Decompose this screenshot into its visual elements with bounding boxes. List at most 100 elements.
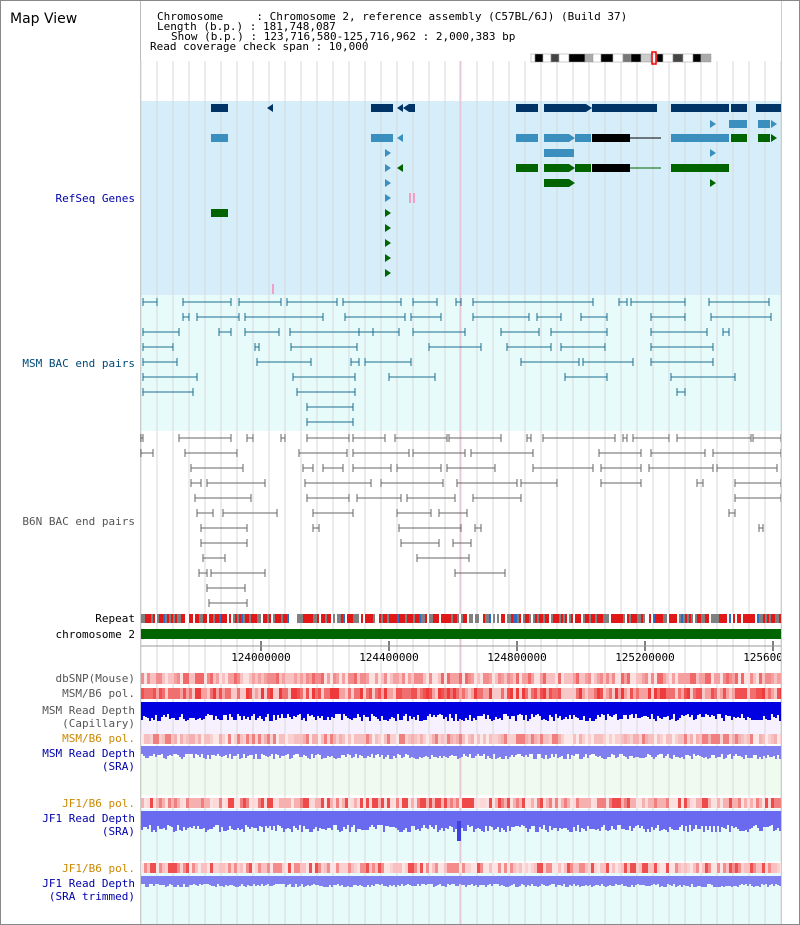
msm-pol2-heat	[510, 734, 513, 744]
jf1-depth-bar	[767, 811, 769, 827]
repeat-element	[395, 614, 397, 623]
track-label-dbsnp[interactable]: dbSNP(Mouse)	[55, 672, 135, 685]
jf1-trimmed-depth-bar	[737, 876, 739, 887]
repeat-element	[707, 614, 709, 623]
msm-depth-sra-bar	[719, 746, 721, 757]
track-label-msm-b6-pol-2[interactable]: MSM/B6 pol.	[62, 732, 135, 745]
msm-depth-sra-bar	[661, 746, 663, 754]
jf1-pol2-heat	[198, 863, 201, 873]
msm-depth-capillary-bar	[351, 702, 353, 720]
refseq-gene	[575, 164, 591, 172]
jf1-depth-bar	[143, 811, 145, 827]
jf1-trimmed-depth-bar	[591, 876, 593, 887]
jf1-depth-bar	[765, 811, 767, 827]
jf1-trimmed-depth-bar	[749, 876, 751, 884]
jf1-pol-heat	[249, 798, 252, 808]
msm-depth-capillary-bar	[561, 702, 563, 720]
track-label-msm-depth-capillary[interactable]: MSM Read Depth	[42, 704, 135, 717]
repeat-element	[697, 614, 699, 623]
dbsnp-heat	[573, 673, 576, 684]
jf1-depth-bar	[293, 811, 295, 826]
msm-pol-heat	[534, 688, 537, 699]
jf1-pol2-heat	[147, 863, 150, 873]
jf1-trimmed-depth-bar	[201, 876, 203, 885]
msm-depth-sra-bar	[541, 746, 543, 758]
repeat-element	[591, 614, 593, 623]
jf1-trimmed-depth-bar	[653, 876, 655, 884]
jf1-depth-bar	[309, 811, 311, 832]
jf1-pol2-heat	[651, 863, 654, 873]
jf1-trimmed-depth-bar	[733, 876, 735, 886]
msm-depth-sra-bar	[585, 746, 587, 754]
jf1-depth-bar	[165, 811, 167, 830]
repeat-element	[329, 614, 331, 623]
repeat-element	[427, 614, 429, 623]
msm-pol-heat	[162, 688, 165, 699]
msm-pol-heat	[222, 688, 225, 699]
msm-depth-capillary-bar	[741, 702, 743, 714]
track-label-msm-bac[interactable]: MSM BAC end pairs	[22, 357, 135, 370]
msm-pol2-heat	[150, 734, 153, 744]
jf1-trimmed-depth-bar	[599, 876, 601, 886]
jf1-depth-bar	[193, 811, 195, 826]
msm-depth-capillary-bar	[579, 702, 581, 720]
repeat-element	[761, 614, 763, 623]
msm-pol-heat	[702, 688, 705, 699]
msm-depth-sra-bar	[583, 746, 585, 757]
dbsnp-heat	[729, 673, 732, 684]
dbsnp-heat	[540, 673, 543, 684]
jf1-trimmed-depth-bar	[623, 876, 625, 886]
track-label-jf1-trimmed[interactable]: JF1 Read Depth	[42, 877, 135, 890]
jf1-trimmed-depth-bar	[425, 876, 427, 885]
track-label-msm-depth-sra[interactable]: MSM Read Depth	[42, 747, 135, 760]
jf1-trimmed-depth-bar	[377, 876, 379, 884]
repeat-element	[481, 614, 483, 623]
jf1-pol2-heat	[294, 863, 297, 873]
jf1-pol2-heat	[618, 863, 621, 873]
jf1-trimmed-depth-bar	[611, 876, 613, 886]
jf1-trimmed-depth-bar	[489, 876, 491, 884]
dbsnp-heat	[498, 673, 501, 684]
repeat-element	[623, 614, 625, 623]
repeat-element	[319, 614, 321, 623]
msm-pol2-heat	[660, 734, 663, 744]
track-label-jf1-pol[interactable]: JF1/B6 pol.	[62, 797, 135, 810]
jf1-depth-bar	[209, 811, 211, 829]
track-label-jf1-pol-2[interactable]: JF1/B6 pol.	[62, 862, 135, 875]
jf1-depth-bar	[391, 811, 393, 827]
msm-depth-capillary-bar	[155, 702, 157, 715]
jf1-pol-heat	[345, 798, 348, 808]
track-label-refseq-genes[interactable]: RefSeq Genes	[55, 192, 135, 205]
msm-depth-capillary-bar	[507, 702, 509, 716]
jf1-depth-bar	[417, 811, 419, 829]
jf1-pol-heat	[186, 798, 189, 808]
msm-depth-sra-bar	[757, 746, 759, 759]
jf1-trimmed-depth-bar	[393, 876, 395, 885]
jf1-pol2-heat	[762, 863, 765, 873]
track-label-b6n-bac[interactable]: B6N BAC end pairs	[22, 515, 135, 528]
msm-pol2-heat	[444, 734, 447, 744]
jf1-trimmed-depth-bar	[587, 876, 589, 886]
right-scroll-area[interactable]	[781, 1, 799, 924]
repeat-element	[403, 614, 405, 623]
msm-depth-capillary-bar	[247, 702, 249, 717]
track-label-jf1-depth[interactable]: JF1 Read Depth	[42, 812, 135, 825]
jf1-pol2-heat	[741, 863, 744, 873]
msm-depth-capillary-bar	[647, 702, 649, 717]
jf1-pol2-heat	[564, 863, 567, 873]
jf1-pol2-heat	[489, 863, 492, 873]
jf1-trimmed-depth-bar	[397, 876, 399, 885]
jf1-depth-bar	[495, 811, 497, 829]
msm-pol-heat	[723, 688, 726, 699]
msm-depth-sra-bar	[683, 746, 685, 759]
msm-depth-capillary-bar	[657, 702, 659, 716]
msm-pol2-heat	[552, 734, 555, 744]
track-label-msm-b6-pol[interactable]: MSM/B6 pol.	[62, 687, 135, 700]
axis-tick-label: 125200000	[615, 651, 675, 664]
jf1-depth-bar	[179, 811, 181, 830]
jf1-pol-heat	[264, 798, 267, 808]
msm-pol-heat	[756, 688, 759, 699]
msm-pol2-heat	[540, 734, 543, 744]
repeat-element	[153, 614, 155, 623]
